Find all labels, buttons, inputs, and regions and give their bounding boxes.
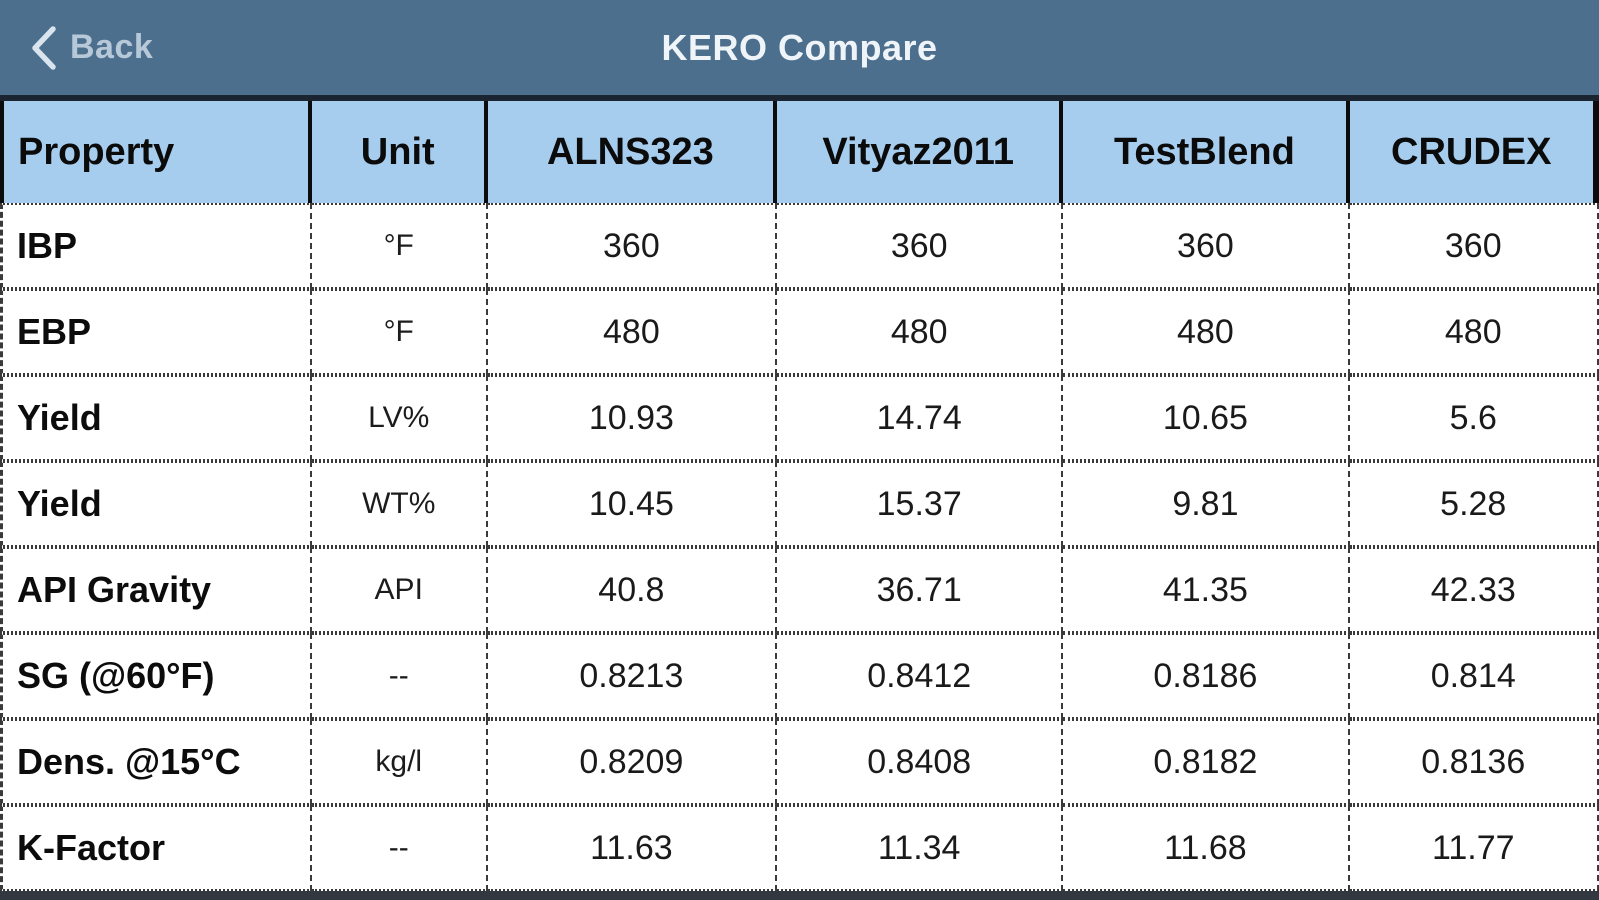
table-row: API Gravity API 40.8 36.71 41.35 42.33: [0, 547, 1599, 633]
table-row: Yield WT% 10.45 15.37 9.81 5.28: [0, 461, 1599, 547]
value-cell: 360: [1063, 203, 1350, 289]
value-cell: 480: [1349, 289, 1599, 375]
header-cell: ALNS323: [487, 101, 778, 203]
value-cell: 0.814: [1349, 633, 1599, 719]
back-button[interactable]: Back: [0, 25, 153, 71]
value-cell: 40.8: [487, 547, 778, 633]
back-label: Back: [70, 28, 154, 66]
value-cell: 10.45: [487, 461, 778, 547]
property-cell: EBP: [0, 289, 312, 375]
table-row: Dens. @15°C kg/l 0.8209 0.8408 0.8182 0.8136: [0, 719, 1599, 805]
property-cell: Dens. @15°C: [0, 719, 312, 805]
value-cell: 360: [487, 203, 778, 289]
navigation-bar: Back KERO Compare: [0, 0, 1599, 95]
value-cell: 11.68: [1063, 805, 1350, 891]
table-row: IBP °F 360 360 360 360: [0, 203, 1599, 289]
property-cell: SG (@60°F): [0, 633, 312, 719]
table-row: EBP °F 480 480 480 480: [0, 289, 1599, 375]
value-cell: 11.63: [487, 805, 778, 891]
header-cell-property: Property: [0, 101, 312, 203]
value-cell: 480: [487, 289, 778, 375]
value-cell: 360: [777, 203, 1064, 289]
value-cell: 0.8412: [777, 633, 1064, 719]
value-cell: 0.8209: [487, 719, 778, 805]
property-cell: K-Factor: [0, 805, 312, 891]
value-cell: 0.8182: [1063, 719, 1350, 805]
value-cell: 11.34: [777, 805, 1064, 891]
value-cell: 0.8136: [1349, 719, 1599, 805]
unit-cell: --: [311, 633, 488, 719]
value-cell: 14.74: [777, 375, 1064, 461]
unit-cell: WT%: [311, 461, 488, 547]
unit-cell: °F: [311, 203, 488, 289]
value-cell: 42.33: [1349, 547, 1599, 633]
unit-cell: LV%: [311, 375, 488, 461]
property-cell: Yield: [0, 375, 312, 461]
unit-cell: --: [311, 805, 488, 891]
value-cell: 10.93: [487, 375, 778, 461]
table-row: Yield LV% 10.93 14.74 10.65 5.6: [0, 375, 1599, 461]
header-cell: Unit: [311, 101, 488, 203]
header-row: Property Unit ALNS323 Vityaz2011 TestBlend CR…: [0, 101, 1599, 203]
value-cell: 0.8186: [1063, 633, 1350, 719]
value-cell: 10.65: [1063, 375, 1350, 461]
value-cell: 0.8213: [487, 633, 778, 719]
property-cell: API Gravity: [0, 547, 312, 633]
header-cell: CRUDEX: [1349, 101, 1599, 203]
value-cell: 360: [1349, 203, 1599, 289]
value-cell: 5.6: [1349, 375, 1599, 461]
value-cell: 480: [777, 289, 1064, 375]
property-cell: Yield: [0, 461, 312, 547]
value-cell: 36.71: [777, 547, 1064, 633]
unit-cell: API: [311, 547, 488, 633]
value-cell: 0.8408: [777, 719, 1064, 805]
compare-table: Property Unit ALNS323 Vityaz2011 TestBlend CR…: [0, 95, 1599, 891]
value-cell: 11.77: [1349, 805, 1599, 891]
property-cell: IBP: [0, 203, 312, 289]
bottom-edge: [0, 891, 1599, 900]
header-cell: TestBlend: [1063, 101, 1350, 203]
back-chevron-icon: [32, 25, 56, 70]
table-row: SG (@60°F) -- 0.8213 0.8412 0.8186 0.814: [0, 633, 1599, 719]
value-cell: 5.28: [1349, 461, 1599, 547]
unit-cell: °F: [311, 289, 488, 375]
value-cell: 480: [1063, 289, 1350, 375]
header-cell: Vityaz2011: [777, 101, 1064, 203]
value-cell: 15.37: [777, 461, 1064, 547]
page-title: KERO Compare: [661, 26, 938, 68]
value-cell: 41.35: [1063, 547, 1350, 633]
unit-cell: kg/l: [311, 719, 488, 805]
value-cell: 9.81: [1063, 461, 1350, 547]
table-row: K-Factor -- 11.63 11.34 11.68 11.77: [0, 805, 1599, 891]
